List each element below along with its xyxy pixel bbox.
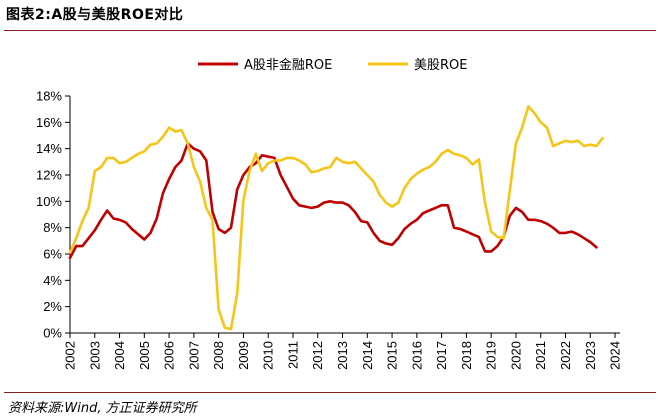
x-tick-label: 2004 xyxy=(112,341,127,370)
figure-title: 图表2:A股与美股ROE对比 xyxy=(6,7,184,23)
source-note: 资料来源:Wind, 方正证券研究所 xyxy=(8,401,197,416)
x-tick-label: 2013 xyxy=(335,341,350,370)
x-tick-label: 2008 xyxy=(211,341,226,370)
x-tick-label: 2006 xyxy=(162,341,177,370)
x-tick-label: 2007 xyxy=(186,341,201,370)
y-tick-label: 14% xyxy=(36,141,62,156)
x-tick-label: 2012 xyxy=(310,341,325,370)
x-tick-label: 2011 xyxy=(285,341,300,369)
series-line-1 xyxy=(68,142,598,260)
title-rule xyxy=(4,30,656,31)
x-tick-label: 2015 xyxy=(385,341,400,370)
x-tick-label: 2024 xyxy=(608,341,623,370)
x-tick-label: 2010 xyxy=(261,341,276,370)
x-tick-label: 2019 xyxy=(484,341,499,370)
y-tick-label: 4% xyxy=(43,273,62,288)
series-layer xyxy=(68,105,604,331)
legend-label-1: A股非金融ROE xyxy=(244,57,332,73)
x-tick-label: 2017 xyxy=(434,341,449,370)
x-tick-label: 2018 xyxy=(459,341,474,370)
series-line-2 xyxy=(68,105,604,331)
y-tick-label: 18% xyxy=(36,89,62,104)
source-rule xyxy=(4,392,656,393)
x-tick-label: 2005 xyxy=(137,341,152,370)
roe-line-chart: A股非金融ROE 美股ROE 0% 2% 4% 6% 8% 10% 12% 14% 16% 18% 2… xyxy=(36,57,623,370)
x-tick-label: 2002 xyxy=(63,341,78,370)
x-tick-label: 2009 xyxy=(236,341,251,370)
x-tick-label: 2021 xyxy=(533,341,548,370)
y-tick-label: 2% xyxy=(43,299,62,314)
x-tick-label: 2014 xyxy=(360,341,375,370)
x-tick-label: 2020 xyxy=(508,341,523,370)
y-tick-label: 0% xyxy=(43,326,62,341)
y-tick-label: 8% xyxy=(43,220,62,235)
y-tick-label: 10% xyxy=(36,194,62,209)
legend-label-2: 美股ROE xyxy=(414,58,467,73)
chart-axes: 0% 2% 4% 6% 8% 10% 12% 14% 16% 18% 2002 2003 2004 200… xyxy=(36,89,623,370)
y-tick-label: 12% xyxy=(36,168,62,183)
x-tick-label: 2016 xyxy=(409,341,424,370)
x-tick-label: 2022 xyxy=(558,341,573,370)
legend: A股非金融ROE 美股ROE xyxy=(198,57,467,73)
x-tick-label: 2023 xyxy=(583,341,598,370)
y-tick-label: 6% xyxy=(43,247,62,262)
y-tick-label: 16% xyxy=(36,115,62,130)
x-tick-label: 2003 xyxy=(87,341,102,370)
